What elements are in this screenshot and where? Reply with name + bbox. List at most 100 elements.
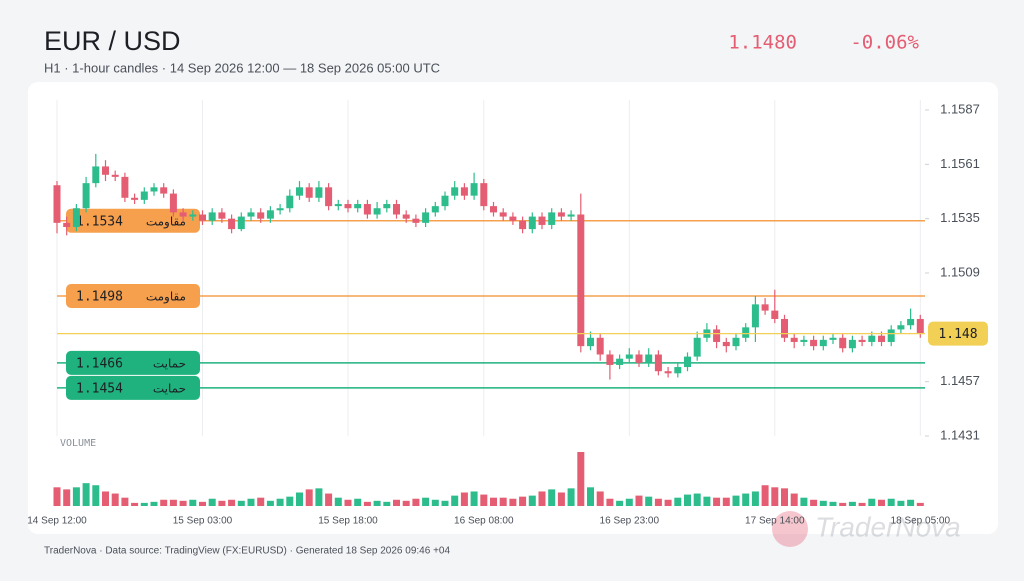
candle-body [848, 339, 856, 349]
candle-body [606, 354, 614, 365]
volume-bar [751, 491, 759, 506]
level-value: 1.1534 [76, 214, 123, 229]
volume-bar [344, 499, 352, 506]
level-label: حمایت [153, 356, 186, 370]
volume-bar [441, 500, 449, 506]
level-tag [66, 208, 200, 233]
volume-bar [63, 489, 71, 506]
volume-bar [878, 499, 885, 506]
level-label: مقاومت [146, 289, 186, 304]
y-tick-label: 1.1431 [940, 427, 980, 442]
candle-body [732, 337, 740, 347]
candle-body [208, 212, 216, 221]
volume-bar [266, 500, 274, 506]
volume-bar [431, 499, 439, 506]
candle-body [548, 212, 556, 225]
volume-bar [72, 487, 80, 506]
candle-body [645, 354, 653, 363]
candle-body [528, 216, 536, 230]
level-value: 1.1466 [76, 356, 123, 371]
candle-body [693, 337, 701, 357]
volume-bar [538, 491, 546, 506]
candle-body [839, 337, 847, 349]
candle-body [305, 187, 313, 198]
volume-bar [111, 493, 119, 506]
volume-bar [480, 494, 488, 506]
candle-body [713, 329, 721, 342]
candle-body [868, 335, 876, 342]
watermark-text: TraderNova [815, 511, 961, 542]
volume-bar [169, 499, 177, 506]
volume-bar [393, 499, 400, 506]
volume-bar [790, 493, 798, 506]
volume-bar [781, 488, 788, 506]
volume-bar [606, 498, 614, 506]
volume-bar [858, 502, 866, 506]
volume-bar [587, 487, 594, 506]
candle-body [490, 206, 497, 213]
volume-bar [567, 488, 575, 506]
candle-body [810, 339, 818, 347]
volume-bar [53, 487, 61, 506]
candle-body [858, 339, 866, 342]
candle-body [237, 216, 245, 230]
candle-body [247, 212, 255, 217]
candle-body [916, 318, 924, 334]
candle-body [907, 318, 915, 326]
volume-bar [916, 502, 924, 506]
candle-body [53, 185, 61, 223]
volume-bar [684, 494, 691, 506]
candle-body [383, 204, 391, 209]
volume-bar [761, 485, 769, 506]
candle-body [296, 187, 303, 196]
candle-body [266, 210, 274, 219]
volume-bar [383, 501, 391, 506]
candle-body [800, 339, 808, 342]
candle-body [519, 220, 527, 230]
volume-bar [771, 487, 779, 506]
volume-bar [276, 498, 284, 506]
volume-bar [257, 497, 265, 506]
volume-bar [363, 501, 371, 506]
volume-bar [334, 497, 342, 506]
volume-bar [645, 496, 653, 506]
candle-body [480, 183, 488, 207]
candle-body [567, 214, 575, 217]
y-tick-label: 1.1587 [940, 101, 980, 116]
x-tick-label: 16 Sep 08:00 [454, 516, 514, 527]
candle-body [819, 339, 827, 347]
candle-body [557, 212, 565, 217]
candle-body [654, 354, 662, 372]
volume-bar [713, 497, 721, 506]
volume-bar [635, 495, 643, 506]
candle-body [829, 337, 837, 340]
volume-bar [907, 499, 915, 506]
volume-bar [102, 491, 109, 506]
candle-body [887, 329, 895, 342]
volume-bar [208, 498, 216, 506]
volume-bar [519, 496, 527, 506]
candle-body [878, 335, 885, 342]
volume-bar [140, 502, 148, 506]
x-tick-label: 17 Sep 14:00 [745, 516, 805, 527]
candle-body [111, 174, 119, 177]
candle-body [781, 318, 788, 338]
candle-body [596, 337, 604, 355]
volume-bar [199, 501, 206, 506]
candle-body [897, 325, 905, 330]
candle-body [722, 341, 730, 347]
volume-bar [548, 489, 556, 506]
candle-body [499, 212, 507, 217]
candle-body [140, 191, 148, 200]
volume-bar [451, 495, 459, 506]
volume-bar [82, 483, 90, 506]
change: -0.06% [850, 32, 919, 54]
volume-bar [742, 493, 750, 506]
candle-body [664, 371, 672, 374]
candle-body [460, 187, 468, 196]
volume-bar [557, 492, 565, 506]
candle-body [169, 193, 177, 213]
candle-body [761, 304, 769, 311]
volume-bar [92, 485, 100, 506]
candle-body [344, 204, 352, 209]
